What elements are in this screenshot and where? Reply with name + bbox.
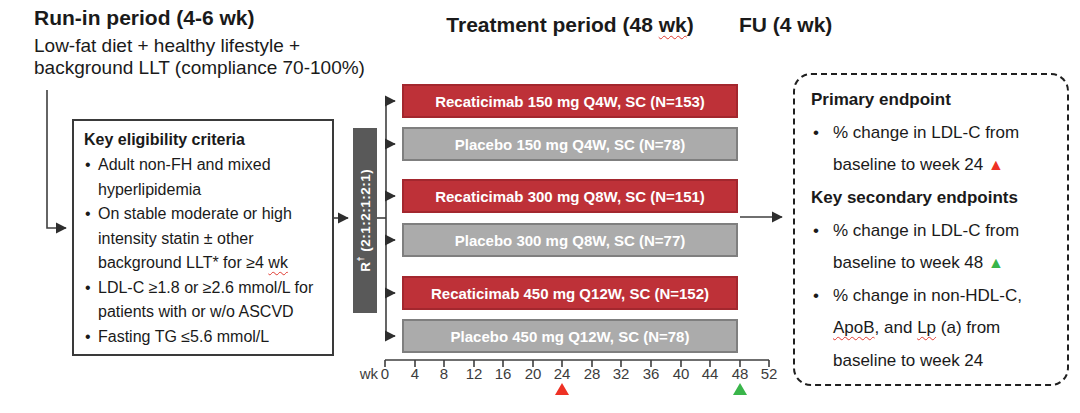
eligibility-bullet-2-wk: wk	[268, 254, 288, 271]
axis-tick-label-8: 8	[429, 365, 459, 382]
red-triangle-icon: ▲	[988, 156, 1004, 173]
bullet-icon: •	[85, 202, 91, 226]
secondary-endpoint-2-lp: Lp	[917, 318, 936, 337]
axis-tick-label-16: 16	[488, 365, 518, 382]
secondary-endpoint-bullet-2: • % change in non-HDL-C, ApoB, and Lp (a…	[811, 280, 1053, 378]
eligibility-bullet-3-text: LDL-C ≥1.8 or ≥2.6 mmol/L for patients w…	[98, 279, 313, 320]
treatment-period-title-text: Treatment period (48	[446, 13, 658, 36]
treatment-period-title: Treatment period (48 wk)	[402, 13, 738, 37]
eligibility-bullet-2: • On stable moderate or high intensity s…	[84, 202, 326, 275]
axis-tick-label-28: 28	[577, 365, 607, 382]
treatment-period-title-wk: wk	[659, 13, 687, 36]
axis-tick-label-44: 44	[695, 365, 725, 382]
green-triangle-week48-marker	[733, 383, 747, 395]
follow-up-title: FU (4 wk)	[739, 13, 832, 37]
study-design-diagram: Run-in period (4-6 wk) Low-fat diet + he…	[0, 0, 1080, 413]
axis-tick-label-48: 48	[725, 365, 755, 382]
arm-bar-recaticimab-150: Recaticimab 150 mg Q4W, SC (N=153)	[402, 84, 738, 118]
axis-tick-label-32: 32	[606, 365, 636, 382]
axis-tick-label-20: 20	[518, 365, 548, 382]
eligibility-title: Key eligibility criteria	[84, 128, 326, 152]
axis-tick-label-40: 40	[666, 365, 696, 382]
arm-bar-recaticimab-450: Recaticimab 450 mg Q12W, SC (N=152)	[402, 276, 738, 310]
eligibility-bullet-1-text: Adult non-FH and mixed hyperlipidemia	[98, 156, 271, 197]
axis-tick-label-24: 24	[547, 365, 577, 382]
secondary-endpoint-2-seg2: , and	[875, 318, 918, 337]
bullet-icon: •	[85, 276, 91, 300]
green-triangle-icon: ▲	[988, 254, 1004, 271]
secondary-endpoint-2-seg1: % change in non-HDL-C,	[833, 286, 1022, 305]
secondary-endpoint-2-apob: ApoB	[833, 318, 875, 337]
secondary-endpoints-title: Key secondary endpoints	[811, 182, 1053, 215]
bullet-icon: •	[813, 280, 819, 313]
arm-bar-placebo-150: Placebo 150 mg Q4W, SC (N=78)	[402, 127, 738, 161]
bullet-icon: •	[85, 153, 91, 177]
endpoints-box: Primary endpoint • % change in LDL-C fro…	[793, 73, 1069, 386]
eligibility-bullet-1: • Adult non-FH and mixed hyperlipidemia	[84, 153, 326, 202]
eligibility-bullet-2-text: On stable moderate or high intensity sta…	[98, 205, 292, 271]
axis-tick-label-12: 12	[459, 365, 489, 382]
primary-endpoint-title: Primary endpoint	[811, 84, 1053, 117]
arm-bar-placebo-300: Placebo 300 mg Q8W, SC (N=77)	[402, 223, 738, 257]
axis-tick-label-52: 52	[754, 365, 784, 382]
bullet-icon: •	[813, 117, 819, 150]
randomization-r: R	[358, 262, 373, 272]
axis-tick-label-36: 36	[636, 365, 666, 382]
red-triangle-week24-marker	[555, 383, 569, 395]
randomization-box: R† (2:1:2:1:2:1)	[353, 128, 377, 313]
arm-bar-recaticimab-300: Recaticimab 300 mg Q8W, SC (N=151)	[402, 179, 738, 213]
secondary-endpoint-bullet-1: • % change in LDL-C from baseline to wee…	[811, 215, 1053, 280]
eligibility-bullet-3: • LDL-C ≥1.8 or ≥2.6 mmol/L for patients…	[84, 276, 326, 325]
runin-period-title: Run-in period (4-6 wk)	[34, 6, 255, 30]
randomization-label: R† (2:1:2:1:2:1)	[357, 169, 374, 272]
eligibility-bullet-4: • Fasting TG ≤5.6 mmol/L	[84, 325, 326, 349]
eligibility-bullet-4-text: Fasting TG ≤5.6 mmol/L	[98, 328, 269, 345]
treatment-period-title-paren: )	[687, 13, 694, 36]
randomization-ratio: (2:1:2:1:2:1)	[358, 169, 373, 256]
randomization-dagger: †	[357, 256, 367, 262]
arm-bar-placebo-450: Placebo 450 mg Q12W, SC (N=78)	[402, 319, 738, 353]
runin-period-subtitle: Low-fat diet + healthy lifestyle + backg…	[34, 35, 365, 79]
eligibility-criteria-box: Key eligibility criteria • Adult non-FH …	[72, 119, 334, 356]
runin-to-eligibility-elbow-connector	[47, 90, 66, 228]
axis-tick-label-0: 0	[370, 365, 400, 382]
bullet-icon: •	[813, 215, 819, 248]
axis-tick-label-4: 4	[400, 365, 430, 382]
bullet-icon: •	[85, 325, 91, 349]
primary-endpoint-bullet: • % change in LDL-C from baseline to wee…	[811, 117, 1053, 182]
